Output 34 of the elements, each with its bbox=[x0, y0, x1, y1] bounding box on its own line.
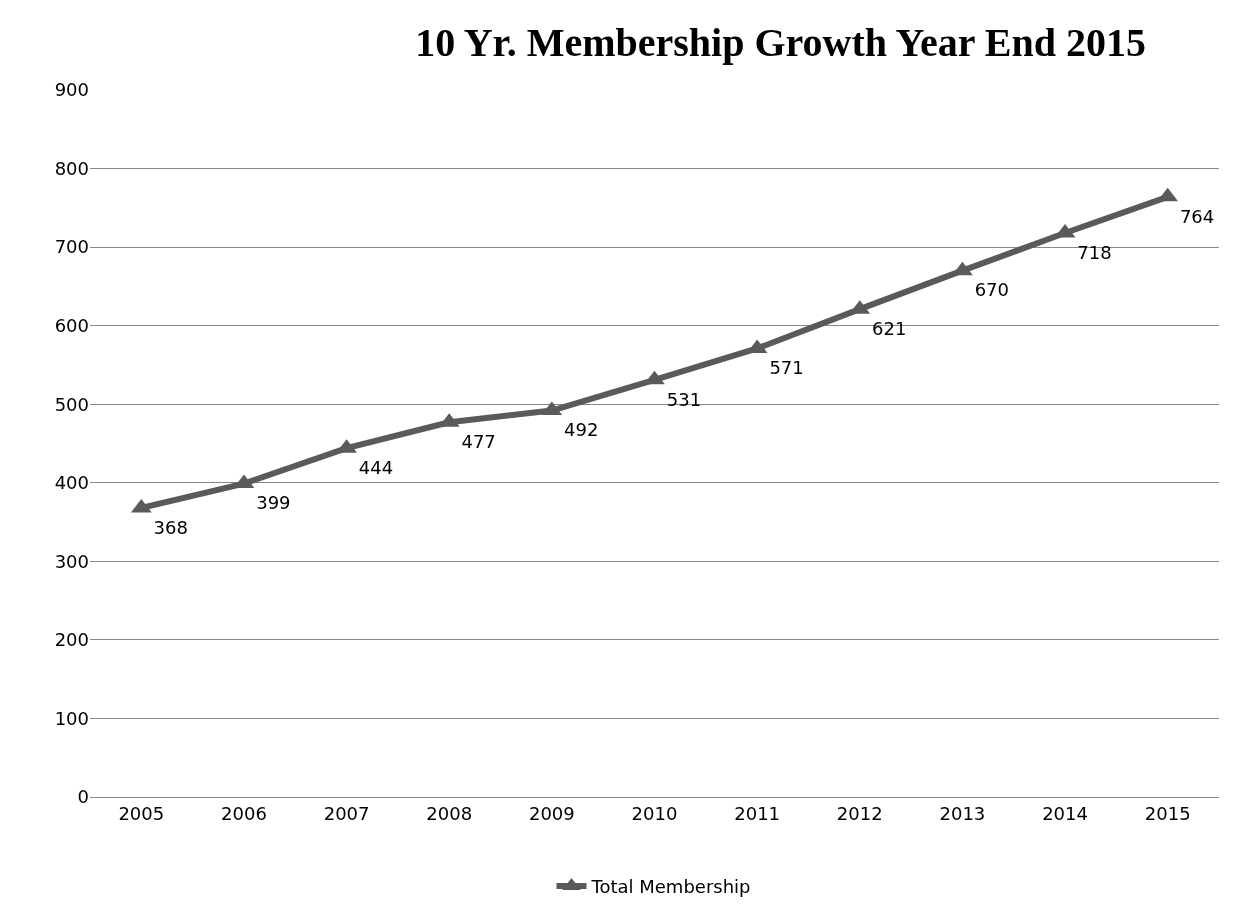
x-tick-label: 2010 bbox=[631, 802, 678, 824]
data-label: 492 bbox=[564, 419, 599, 441]
data-label: 718 bbox=[1077, 241, 1112, 263]
y-tick-label: 700 bbox=[54, 236, 89, 258]
y-tick-label: 100 bbox=[54, 707, 89, 729]
x-tick-label: 2011 bbox=[734, 802, 781, 824]
x-tick-label: 2013 bbox=[939, 802, 986, 824]
x-tick-label: 2012 bbox=[836, 802, 883, 824]
y-tick-label: 600 bbox=[54, 314, 89, 336]
legend-label: Total Membership bbox=[590, 875, 751, 897]
y-tick-label: 300 bbox=[54, 550, 89, 572]
data-label: 531 bbox=[666, 388, 702, 410]
data-label: 764 bbox=[1179, 205, 1215, 227]
chart-title: 10 Yr. Membership Growth Year End 2015 bbox=[415, 19, 1146, 65]
x-tick-label: 2015 bbox=[1144, 802, 1191, 824]
data-label: 621 bbox=[872, 317, 907, 339]
data-label: 399 bbox=[256, 492, 291, 514]
x-tick-label: 2005 bbox=[118, 802, 165, 824]
y-tick-label: 400 bbox=[54, 472, 89, 494]
data-label: 571 bbox=[769, 357, 804, 379]
data-label: 444 bbox=[358, 456, 394, 478]
y-tick-label: 200 bbox=[54, 629, 89, 651]
y-tick-label: 800 bbox=[54, 157, 89, 179]
x-tick-label: 2006 bbox=[221, 802, 267, 824]
data-label: 477 bbox=[461, 431, 496, 453]
x-tick-label: 2008 bbox=[426, 802, 473, 824]
data-label: 368 bbox=[153, 516, 188, 538]
x-tick-label: 2014 bbox=[1042, 802, 1088, 824]
x-tick-label: 2009 bbox=[528, 802, 575, 824]
x-tick-label: 2007 bbox=[323, 802, 370, 824]
y-tick-label: 500 bbox=[54, 393, 89, 415]
y-tick-label: 0 bbox=[77, 786, 89, 808]
y-tick-label: 900 bbox=[54, 79, 89, 101]
data-label: 670 bbox=[974, 279, 1010, 301]
